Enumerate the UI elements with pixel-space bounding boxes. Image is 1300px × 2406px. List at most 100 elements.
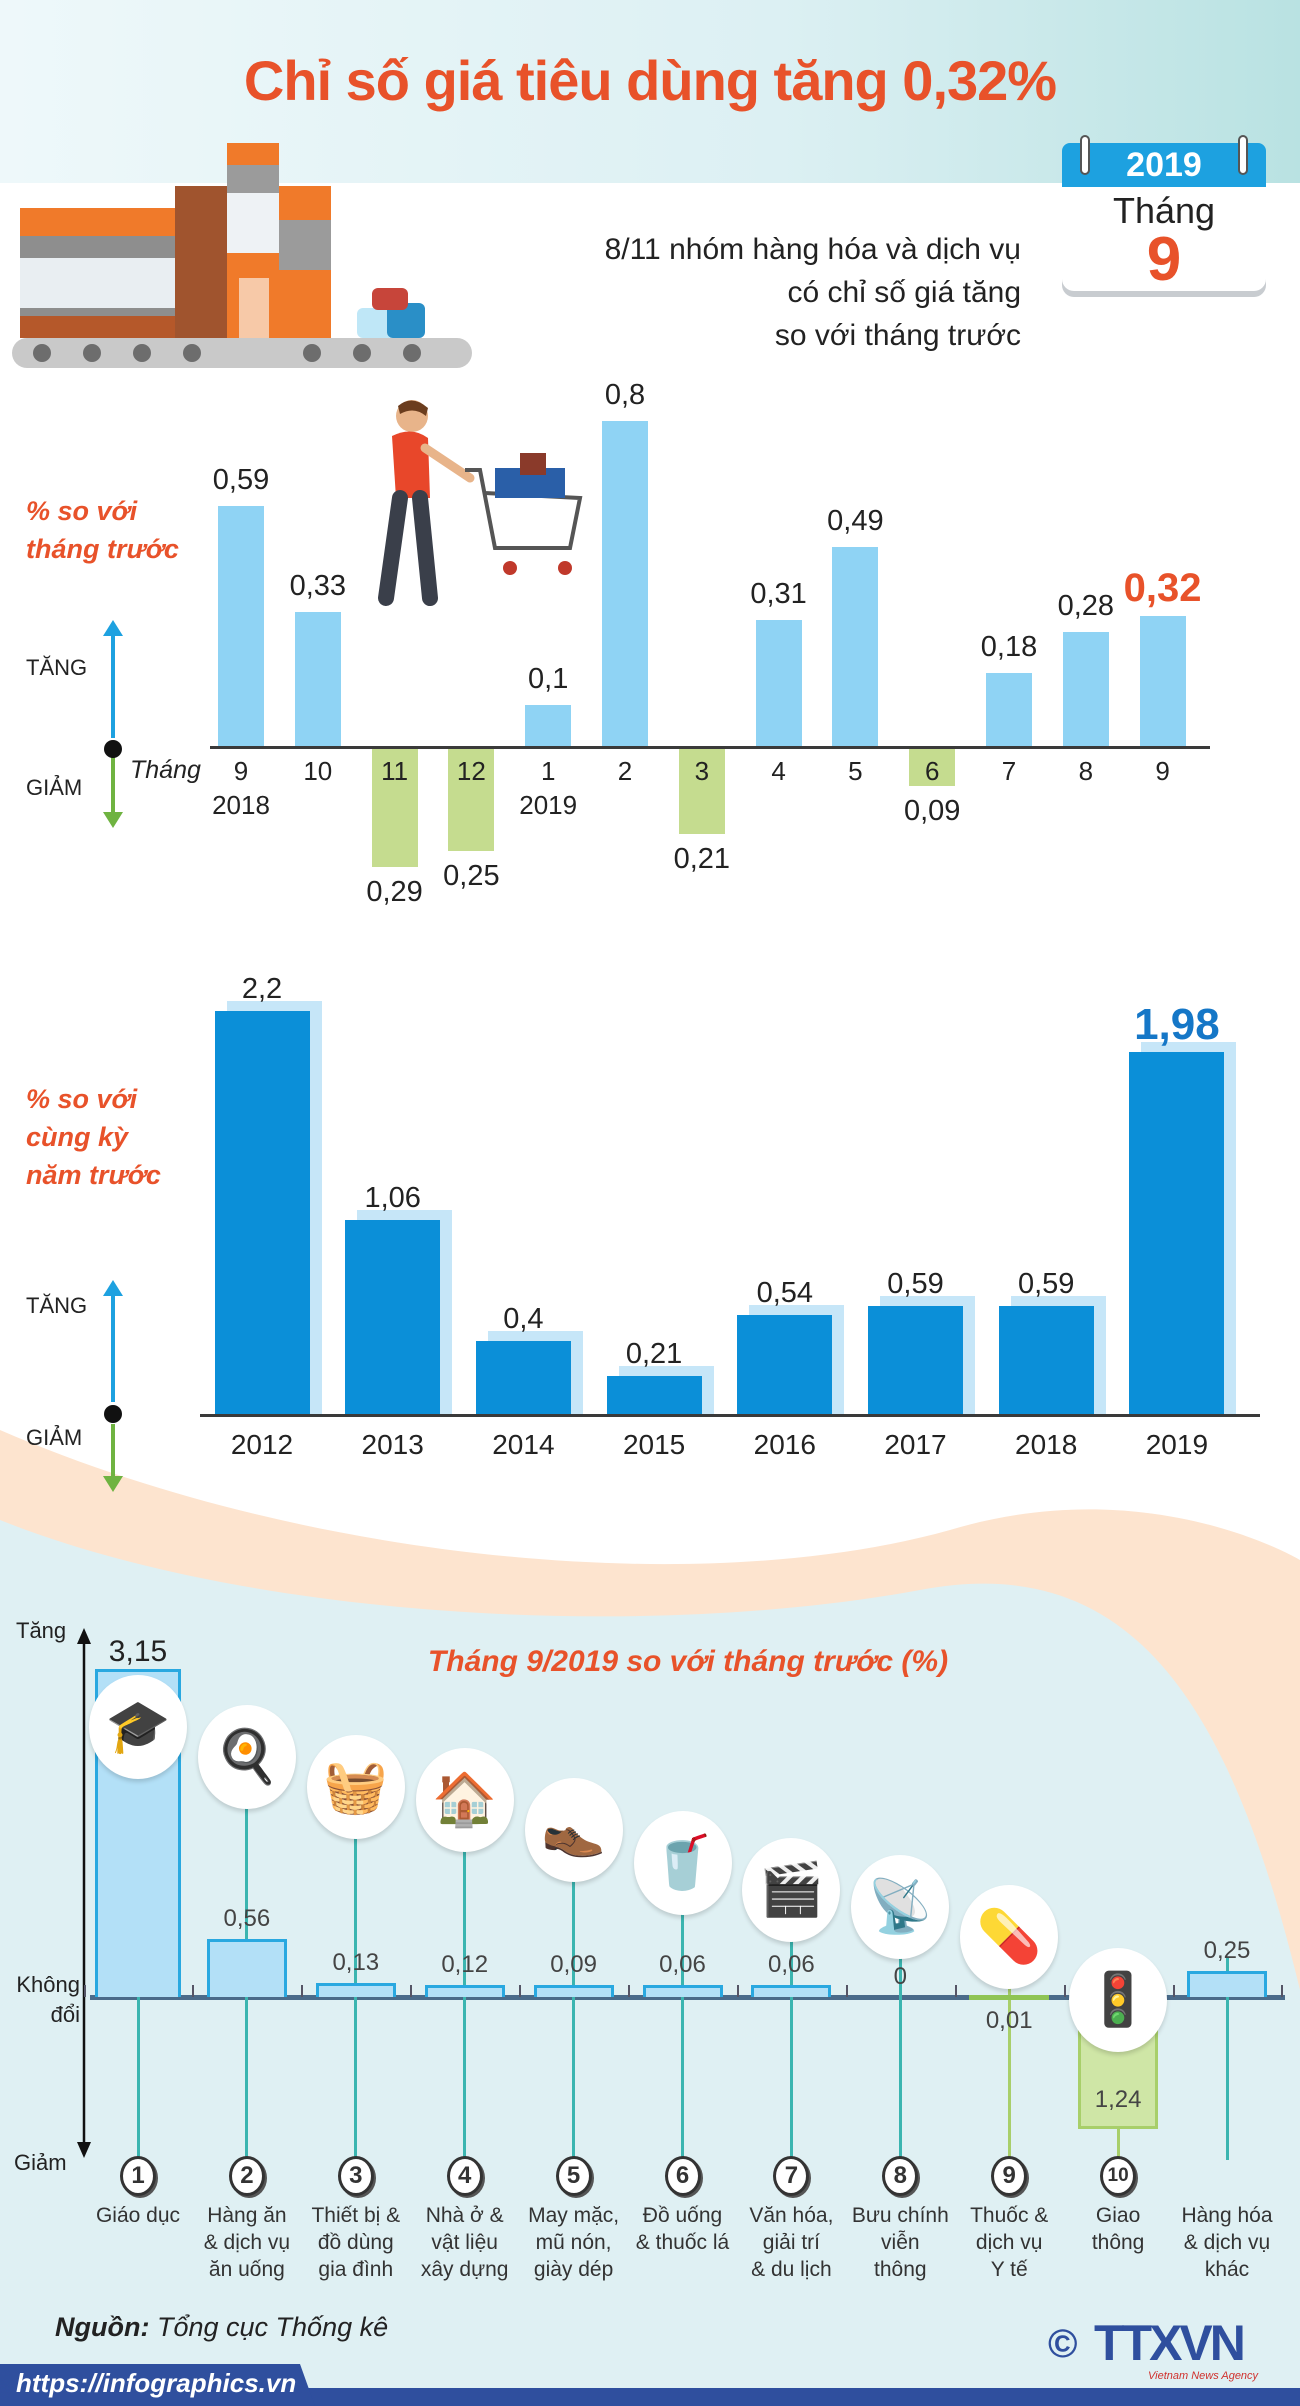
category-label: Nhà ở & vật liệu xây dựng xyxy=(420,2204,509,2281)
ylabel-line: năm trước xyxy=(26,1160,161,1190)
group-number: 10 xyxy=(1100,2156,1137,2196)
group-number: 1 xyxy=(120,2156,156,2196)
value-label: 0,12 xyxy=(441,1950,489,1978)
category-label: 2014 xyxy=(492,1429,555,1460)
category-label: 6 xyxy=(924,756,940,786)
category-label: 8 xyxy=(1078,756,1094,786)
film-clapper-icon: 🎬 xyxy=(742,1838,841,1942)
value-label: 2,2 xyxy=(241,973,283,1006)
axis-tick xyxy=(628,1985,631,1997)
bar xyxy=(1129,1051,1225,1414)
category-label: 9 xyxy=(1155,756,1170,786)
ylabel-line: cùng kỳ xyxy=(26,1122,129,1152)
category-label: Thiết bị & đồ dùng gia đình xyxy=(311,2204,401,2281)
category-label: May mặc, mũ nón, giày dép xyxy=(528,2204,620,2281)
value-label: 0,1 xyxy=(528,663,569,696)
house-icon: 🏠 xyxy=(415,1748,514,1852)
axis-label-decrease: Giảm xyxy=(14,2150,67,2175)
pills-icon: 💊 xyxy=(960,1885,1059,1989)
drink-cigarettes-icon: 🥤 xyxy=(633,1811,732,1915)
group-number: 8 xyxy=(882,2156,919,2196)
category-label: 2016 xyxy=(753,1429,816,1460)
bar xyxy=(909,749,956,786)
axis-label-increase: Tăng xyxy=(16,1618,67,1643)
source-note: Nguồn: Tổng cục Thống kê xyxy=(55,2312,388,2343)
value-label: 1,98 xyxy=(1134,999,1220,1049)
bar xyxy=(533,1985,614,1997)
category-label: 10 xyxy=(303,756,333,786)
footer-band xyxy=(0,2388,1300,2406)
value-label: 0,32 xyxy=(1123,566,1202,611)
graduation-cap-icon: 🎓 xyxy=(89,1675,187,1779)
category-label: 5 xyxy=(848,756,863,786)
value-label: 0,59 xyxy=(887,1268,944,1301)
bar xyxy=(345,1220,441,1414)
bar xyxy=(448,749,495,851)
bar xyxy=(214,1011,310,1414)
category-label: Đồ uống & thuốc lá xyxy=(635,2204,730,2254)
ylabel-line: % so với xyxy=(26,1084,138,1114)
category-label: 11 xyxy=(381,756,409,786)
axis-label-unchanged: Không đổi xyxy=(16,1972,80,2027)
connector-line xyxy=(898,1957,902,2160)
bar xyxy=(525,705,572,746)
group-number: 4 xyxy=(446,2156,483,2196)
calendar-month-label: Tháng xyxy=(1112,190,1216,231)
category-label: 9 xyxy=(233,756,249,786)
group-number: 3 xyxy=(337,2156,374,2196)
food-plate-icon: 🍳 xyxy=(197,1705,296,1809)
cyan-area xyxy=(0,1520,1300,2406)
bar xyxy=(315,1983,396,1997)
ylabel-line: % so với xyxy=(26,496,138,526)
bar xyxy=(737,1315,833,1414)
bar xyxy=(1139,616,1186,746)
baseline xyxy=(200,1414,1260,1417)
category-label: 7 xyxy=(1001,756,1017,786)
calendar-body: Tháng 9 xyxy=(1062,191,1266,291)
category-label: 2012 xyxy=(230,1429,294,1460)
chart-monthly: Tháng 0,59 9 2018 0,33 10 0,29 11 0,25 12 0,1 1 2019… xyxy=(0,0,1300,908)
connector-line xyxy=(354,1837,358,2160)
group-number: 2 xyxy=(228,2156,265,2196)
connector-line xyxy=(1225,1957,1229,2160)
decrease-label: GIẢM xyxy=(26,775,83,800)
category-label: Hàng hóa & dịch vụ khác xyxy=(1181,2204,1273,2281)
bar xyxy=(832,547,879,746)
page-title: Chỉ số giá tiêu dùng tăng 0,32% xyxy=(243,49,1057,112)
value-label: 0,09 xyxy=(550,1951,597,1978)
baseline xyxy=(210,746,1210,749)
value-label: 0,8 xyxy=(604,379,646,412)
axis-tick xyxy=(1172,1985,1175,1997)
bar xyxy=(294,612,341,746)
axis-tick xyxy=(845,1985,848,1997)
value-label: 0,4 xyxy=(503,1302,544,1335)
axis-tick xyxy=(192,1985,195,1997)
source-label: Nguồn: xyxy=(55,2312,150,2342)
connector-line xyxy=(789,1940,793,2160)
value-label: 0,09 xyxy=(903,794,961,827)
value-label: 0,21 xyxy=(625,1337,683,1370)
category-sublabel: 2019 xyxy=(519,790,578,820)
traffic-light-icon: 🚦 xyxy=(1069,1948,1168,2052)
value-label: 0,59 xyxy=(212,464,270,497)
bar xyxy=(424,1984,505,1997)
axis-tick xyxy=(1281,1985,1284,1997)
x-prefix-label: Tháng xyxy=(130,756,201,784)
value-label: 0,33 xyxy=(289,570,347,603)
category-label: 12 xyxy=(456,756,486,786)
category-label: 2 xyxy=(617,756,633,786)
bar xyxy=(1062,632,1109,746)
group-number: 9 xyxy=(991,2156,1028,2196)
axis-tick xyxy=(301,1985,304,1997)
supermarket-building-icon xyxy=(12,143,472,368)
category-label: 3 xyxy=(694,756,710,786)
category-label: Giao thông xyxy=(1091,2204,1145,2254)
category-sublabel: 2018 xyxy=(212,790,270,820)
value-label: 0,25 xyxy=(1203,1937,1251,1964)
axis-tick xyxy=(519,1985,522,1997)
bar xyxy=(218,506,264,746)
website-link[interactable]: https://infographics.vn xyxy=(16,2368,297,2398)
category-label: Văn hóa, giải trí & du lịch xyxy=(749,2204,834,2281)
baseline xyxy=(90,1995,1285,2000)
